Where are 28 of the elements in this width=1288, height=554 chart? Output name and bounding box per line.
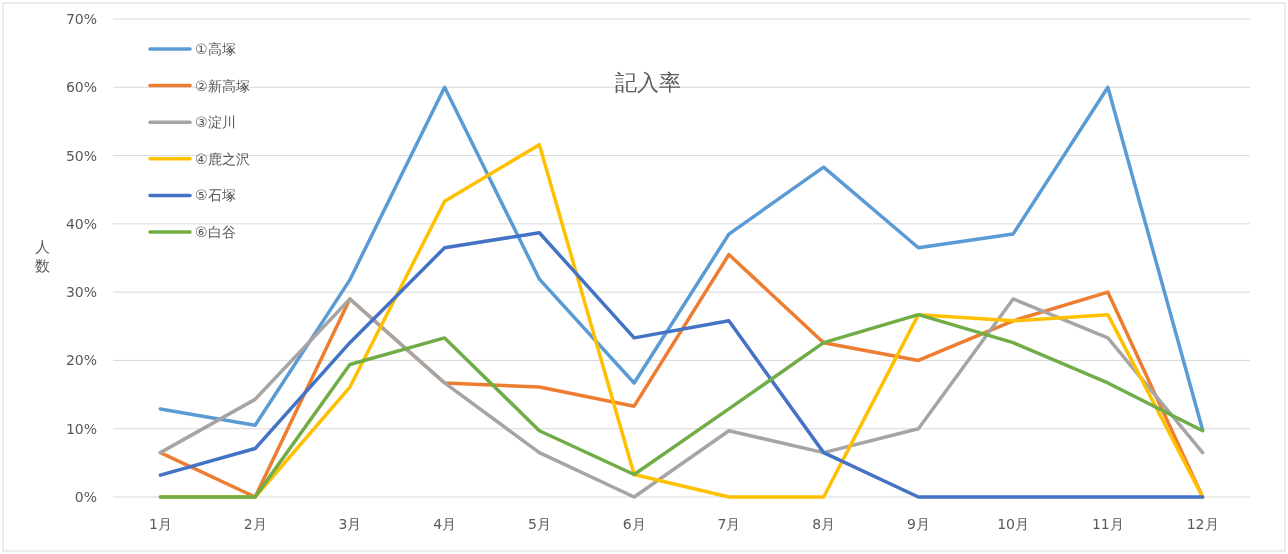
x-tick-label: 12月 xyxy=(1186,516,1219,532)
x-tick-label: 4月 xyxy=(433,516,457,532)
y-tick-label: 20% xyxy=(65,352,97,369)
y-tick-label: 30% xyxy=(65,284,97,301)
y-tick-label: 50% xyxy=(65,147,97,164)
x-tick-label: 3月 xyxy=(338,516,362,532)
legend-label: ⑥白谷 xyxy=(195,224,236,240)
y-tick-label: 70% xyxy=(65,11,97,27)
y-tick-label: 10% xyxy=(65,420,97,437)
y-tick-label: 40% xyxy=(65,215,97,232)
x-tick-label: 2月 xyxy=(243,516,267,532)
x-tick-label: 8月 xyxy=(812,516,836,532)
legend-label: ④鹿之沢 xyxy=(195,150,250,167)
legend-label: ⑤石塚 xyxy=(195,187,236,204)
x-tick-label: 5月 xyxy=(527,516,551,532)
x-tick-label: 11月 xyxy=(1091,516,1124,532)
legend-label: ③淀川 xyxy=(195,114,236,131)
legend-label: ①高塚 xyxy=(195,41,236,57)
x-tick-label: 7月 xyxy=(717,516,741,532)
x-tick-label: 10月 xyxy=(997,516,1030,532)
x-tick-label: 6月 xyxy=(622,516,646,532)
x-tick-label: 9月 xyxy=(906,516,930,532)
y-tick-label: 0% xyxy=(74,489,97,505)
text: 記入率 xyxy=(615,70,681,95)
legend-label: ②新高塚 xyxy=(195,77,250,94)
x-tick-label: 1月 xyxy=(148,516,172,532)
y-axis-title: 人数 xyxy=(34,238,50,275)
y-tick-label: 60% xyxy=(65,79,97,96)
